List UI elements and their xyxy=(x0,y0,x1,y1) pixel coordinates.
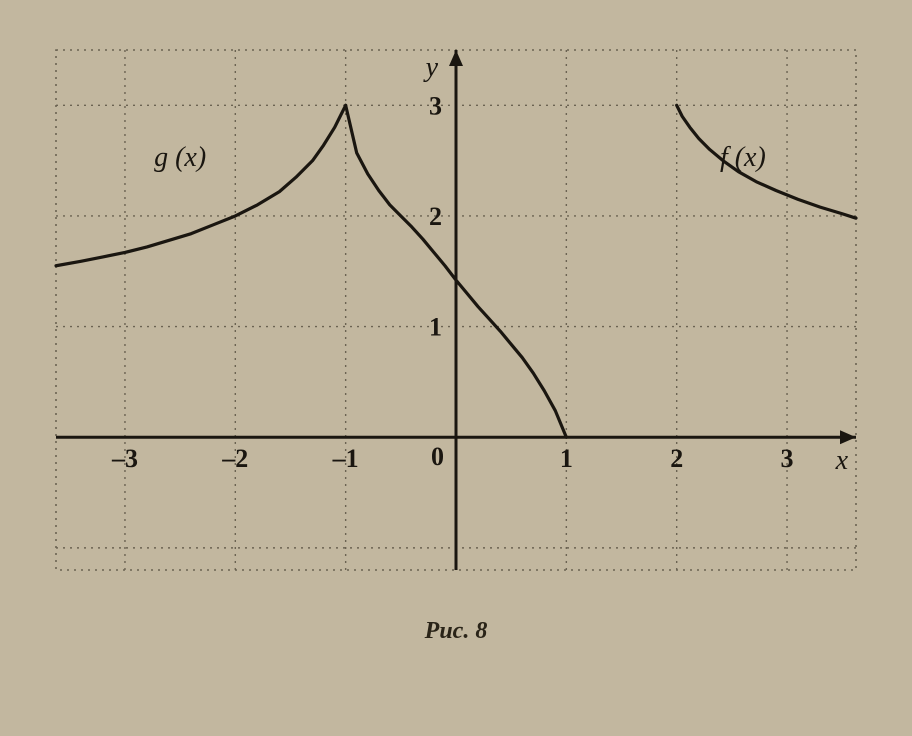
y-axis-label: y xyxy=(423,52,439,83)
xtick-label: 3 xyxy=(781,444,794,473)
figure-caption: Рис. 8 xyxy=(0,618,912,645)
x-axis-arrow xyxy=(840,430,856,444)
xtick-label: –3 xyxy=(111,444,138,473)
ytick-label: 2 xyxy=(429,202,442,231)
xtick-label: –1 xyxy=(332,444,359,473)
chart-svg: 0 y x –3 –2 –1 1 2 3 1 2 3 g (x) f (x) xyxy=(26,30,886,590)
caption-text: Рис. 8 xyxy=(425,618,488,644)
xtick-label: 1 xyxy=(560,444,573,473)
ytick-label: 1 xyxy=(429,313,442,342)
xtick-label: –2 xyxy=(221,444,248,473)
series-label-g_left: g (x) xyxy=(154,142,206,173)
origin-label: 0 xyxy=(431,442,444,471)
series-label-f_right: f (x) xyxy=(720,142,766,173)
ytick-label: 3 xyxy=(429,91,442,120)
curve-f_right xyxy=(677,105,856,218)
y-axis-arrow xyxy=(449,50,463,66)
x-axis-label: x xyxy=(835,445,849,476)
chart-container: 0 y x –3 –2 –1 1 2 3 1 2 3 g (x) f (x) xyxy=(26,30,886,590)
xtick-label: 2 xyxy=(670,444,683,473)
curve-g_left xyxy=(56,105,346,265)
